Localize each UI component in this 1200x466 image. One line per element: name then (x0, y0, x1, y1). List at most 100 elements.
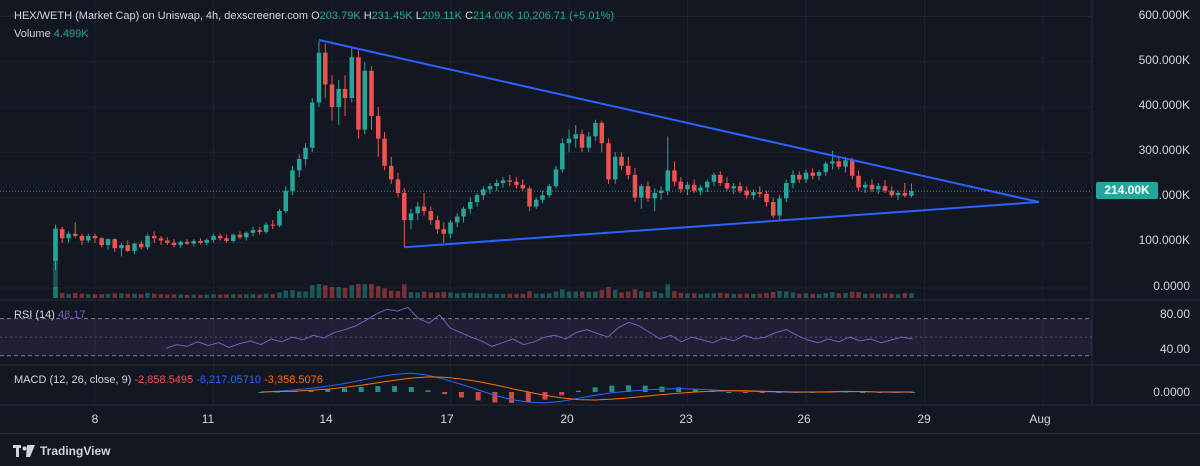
candle (323, 52, 328, 85)
candle (237, 234, 243, 238)
volume-bar (711, 293, 717, 298)
candle (533, 199, 539, 207)
volume-bar (869, 293, 875, 298)
volume-bar (277, 292, 282, 298)
volume-bar (244, 294, 249, 298)
volume-bar (53, 287, 58, 298)
candle (672, 170, 677, 182)
trendlines[interactable] (318, 39, 1040, 249)
volume-bar (92, 294, 98, 298)
macd-histogram-bar (325, 389, 331, 392)
volume-bar (500, 293, 506, 298)
volume-bar (909, 293, 914, 298)
volume-bar (573, 291, 578, 298)
candle (816, 172, 822, 176)
volume-bar (402, 284, 407, 298)
candle (869, 184, 875, 190)
volume-bar (810, 293, 815, 298)
volume-bar (303, 291, 308, 298)
volume-bar (494, 293, 499, 298)
volume-bar (856, 291, 861, 298)
volume-bar (145, 292, 150, 298)
candle (290, 170, 295, 191)
candle (86, 235, 91, 241)
volume-bar (612, 289, 618, 298)
volume-bar (876, 293, 881, 298)
candle (59, 229, 65, 239)
volume-bar (705, 293, 710, 298)
symbol-title[interactable]: HEX/WETH (Market Cap) on Uniswap, 4h, de… (14, 10, 309, 22)
candle (277, 211, 282, 226)
candle (626, 165, 631, 175)
price-axis-label: 300.000K (1138, 143, 1190, 157)
candle (566, 138, 572, 144)
candle (520, 184, 526, 189)
volume-bar (73, 292, 78, 298)
volume-bar (744, 293, 749, 298)
volume-bar (250, 294, 256, 298)
volume-bar (178, 294, 183, 298)
volume-bar (816, 294, 822, 298)
volume-bar (685, 293, 690, 298)
rsi-legend[interactable]: RSI (14) 48.17 (14, 309, 86, 321)
volume-bar (211, 294, 216, 298)
signal-value: -6,217.05710 (196, 374, 262, 386)
candle (507, 180, 512, 182)
macd-line (260, 372, 913, 404)
candle (178, 241, 183, 246)
candle (112, 239, 117, 249)
volume-bar (507, 293, 512, 298)
volume-bar (290, 290, 295, 298)
candle (514, 181, 519, 185)
volume-bar (757, 293, 763, 298)
volume-bar (764, 292, 769, 298)
chart-canvas[interactable] (0, 0, 1200, 433)
macd-histogram-bar (392, 386, 398, 392)
candle (66, 233, 71, 239)
volume-bar (533, 293, 539, 298)
volume-bar (579, 291, 585, 298)
volume-bar (336, 287, 341, 298)
volume-bar (105, 293, 111, 298)
candle (441, 229, 447, 234)
candle (461, 208, 466, 217)
volume-bar (619, 292, 624, 298)
rsi-value: 48.17 (58, 309, 86, 321)
candle (204, 240, 210, 243)
macd-histogram-bar (860, 392, 866, 393)
candle (468, 202, 473, 209)
volume-bar (803, 293, 809, 298)
candle (527, 188, 532, 207)
volume-bar (626, 291, 631, 298)
candle (737, 186, 743, 191)
candle (408, 213, 414, 221)
candle (356, 57, 361, 130)
volume-bar (547, 293, 552, 298)
macd-legend[interactable]: MACD (12, 26, close, 9) -2,858.5495 -6,2… (14, 374, 323, 386)
volume-bar (165, 294, 170, 298)
volume-bar (138, 294, 144, 298)
time-axis-label: 29 (917, 412, 931, 426)
volume-bar (461, 292, 466, 298)
volume-bar (112, 293, 117, 298)
volume-legend[interactable]: Volume 4.499K (14, 28, 89, 40)
volume-bar (428, 292, 433, 298)
volume-bar (481, 293, 486, 298)
volume-bar (843, 292, 848, 298)
candle (803, 172, 809, 180)
candle (382, 138, 387, 166)
candle (698, 187, 703, 191)
candle (790, 174, 796, 184)
macd-histogram-bar (358, 386, 364, 392)
macd-label: MACD (12, 26, close, 9) (14, 374, 132, 386)
tradingview-logo[interactable]: TradingView (13, 444, 110, 458)
price-axis-label: 0.0000 (1153, 279, 1190, 293)
volume-bar (527, 291, 532, 298)
volume-bar (198, 294, 203, 298)
candle (152, 235, 157, 239)
macd-histogram-bar (776, 392, 782, 393)
candle (375, 116, 381, 139)
volume-bar (158, 294, 164, 298)
candle (889, 190, 894, 196)
candle (211, 235, 216, 241)
